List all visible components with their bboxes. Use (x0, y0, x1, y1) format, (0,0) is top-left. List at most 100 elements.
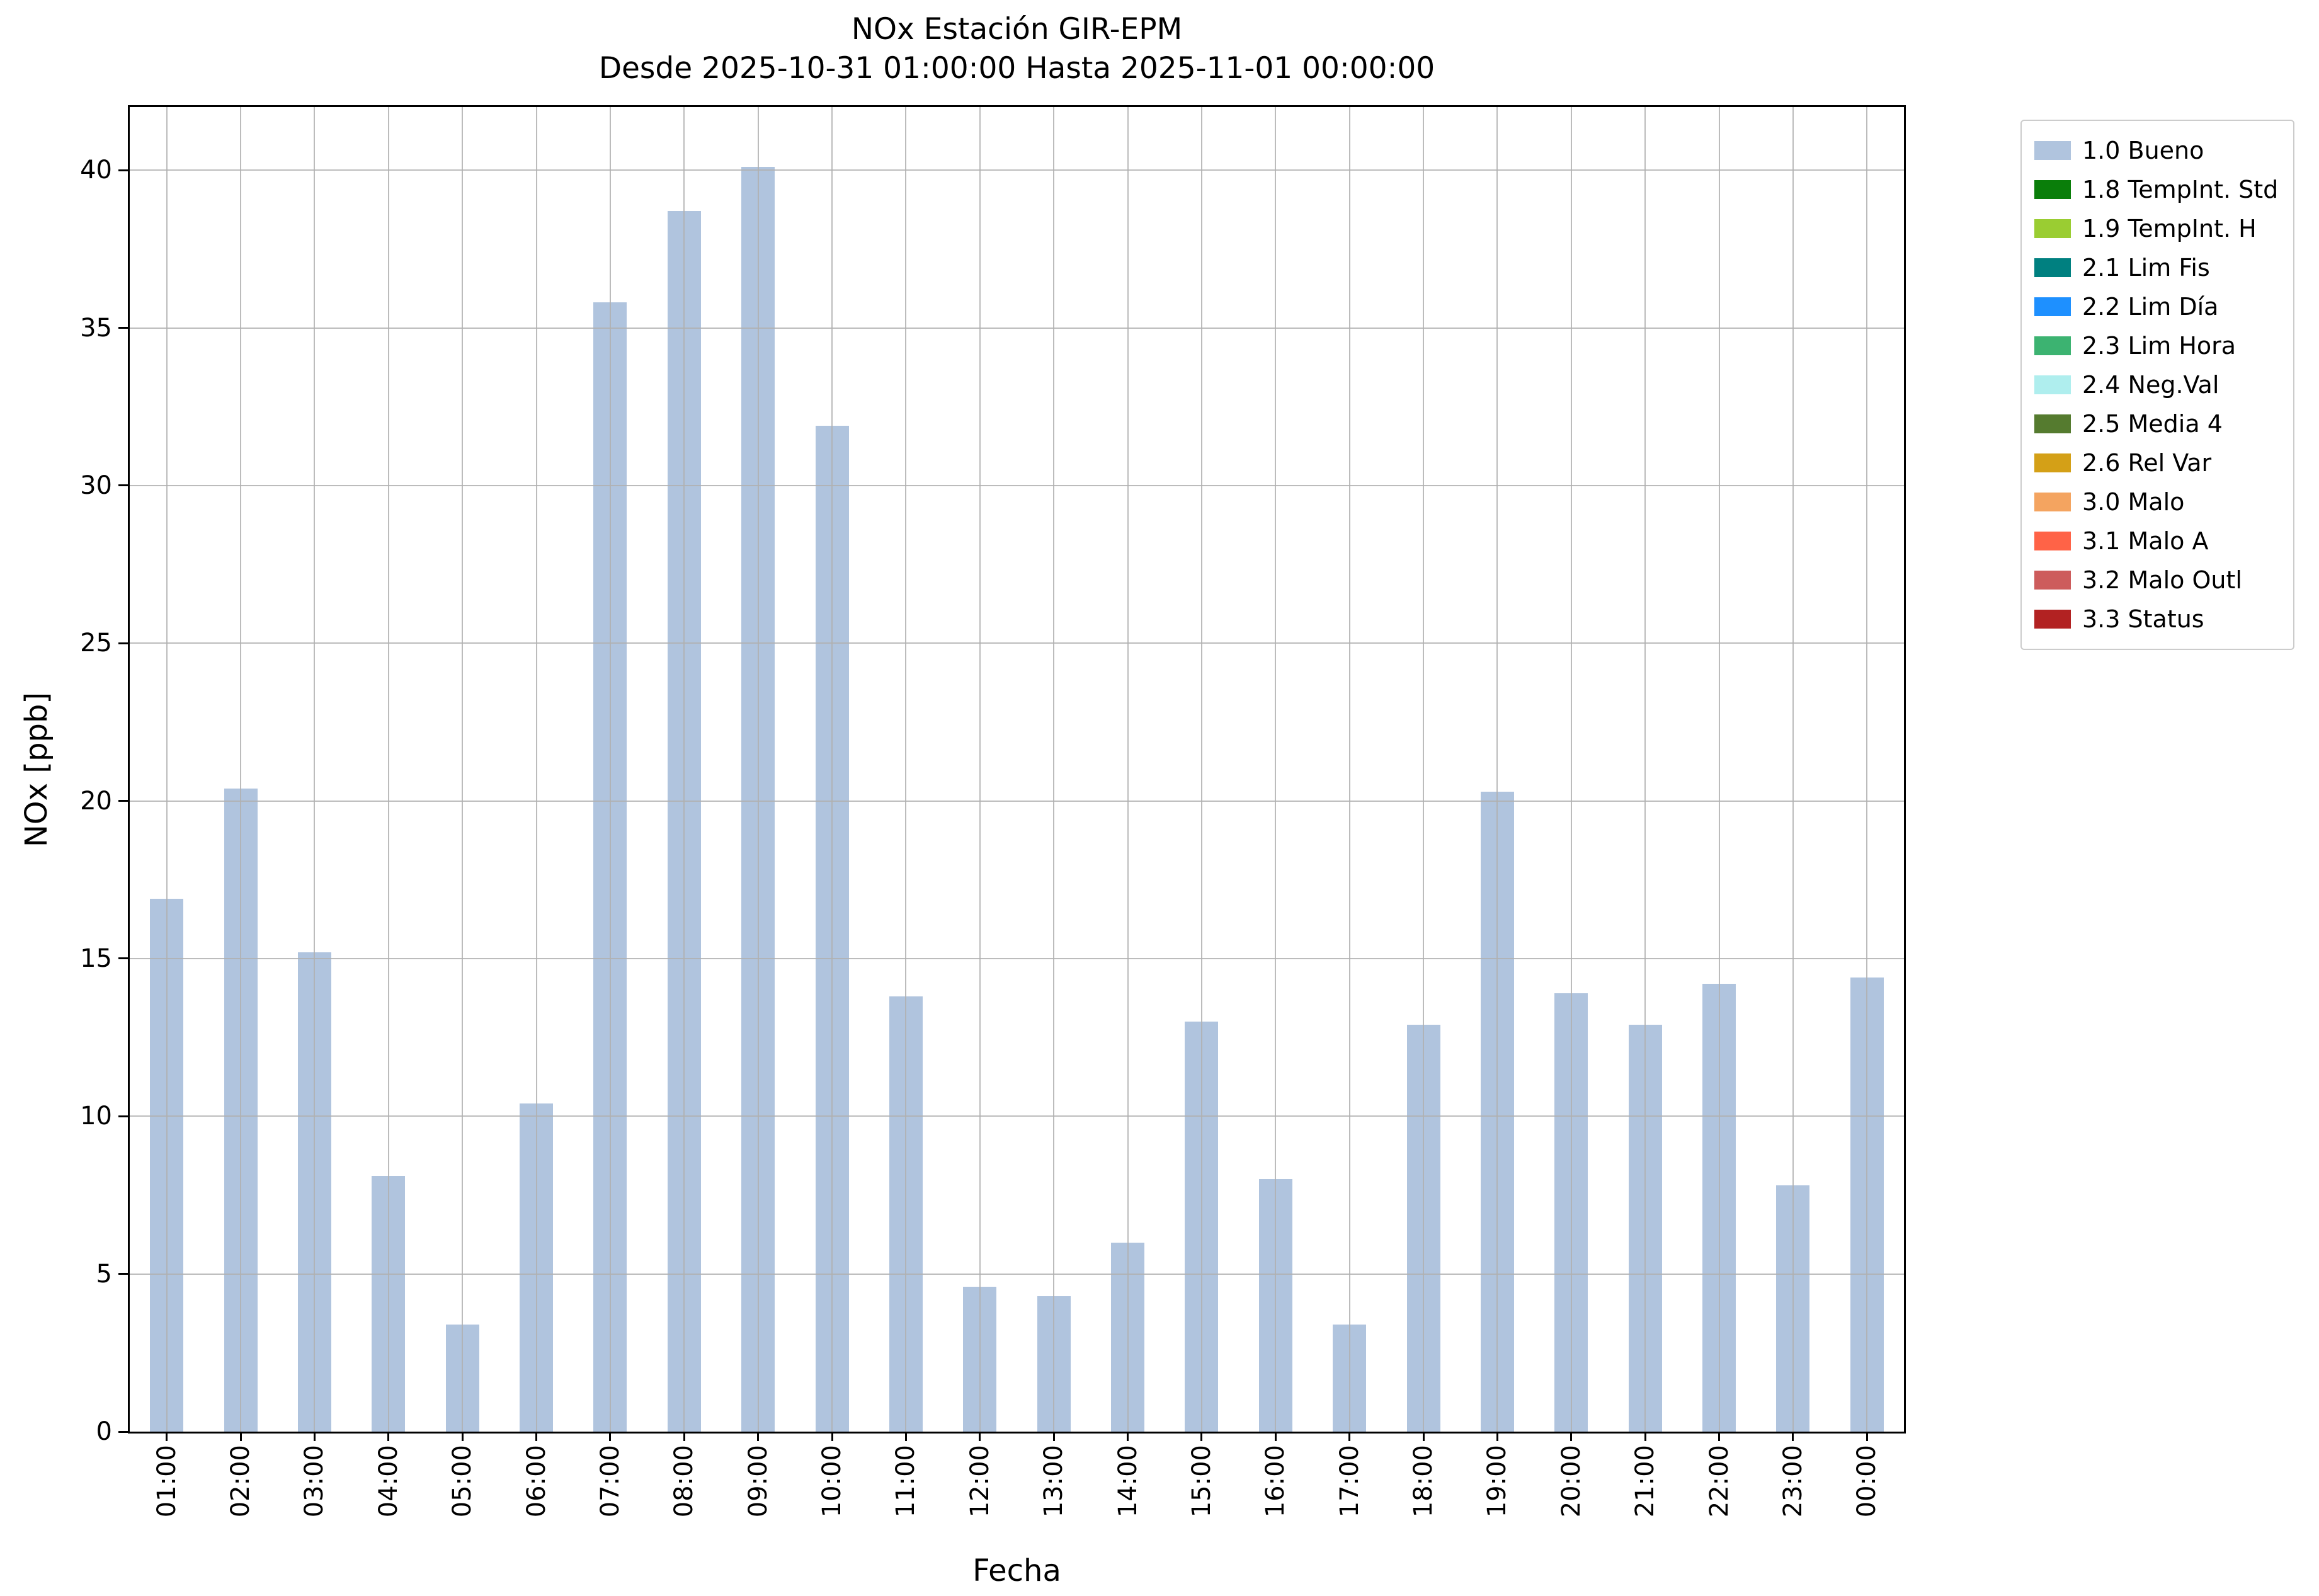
legend-swatch (2034, 493, 2071, 511)
x-tick-label: 19:00 (1483, 1445, 1512, 1518)
legend-label: 1.0 Bueno (2082, 137, 2204, 164)
x-tick-label-wrap: 20:00 (1543, 1445, 1600, 1517)
legend-item: 1.0 Bueno (2034, 131, 2278, 170)
legend-label: 2.2 Lim Día (2082, 293, 2219, 321)
x-tick-label-wrap: 23:00 (1765, 1445, 1821, 1517)
x-tick-label-wrap: 11:00 (877, 1445, 934, 1517)
chart-subtitle: Desde 2025-10-31 01:00:00 Hasta 2025-11-… (598, 51, 1435, 86)
y-tick-label: 25 (80, 629, 112, 658)
x-tick-label-wrap: 09:00 (730, 1445, 787, 1517)
legend-label: 1.8 TempInt. Std (2082, 176, 2279, 203)
chart-title: NOx Estación GIR-EPM (851, 12, 1183, 47)
gridline-vertical (831, 107, 833, 1432)
y-tick-label: 30 (80, 470, 112, 500)
x-tick-label: 09:00 (743, 1445, 773, 1518)
x-tick-mark (1866, 1432, 1868, 1441)
gridline-vertical (757, 107, 759, 1432)
x-tick-mark (239, 1432, 242, 1441)
x-tick-mark (683, 1432, 685, 1441)
gridline-vertical (1496, 107, 1498, 1432)
y-tick-mark (118, 800, 128, 802)
x-tick-label: 23:00 (1778, 1445, 1808, 1518)
gridline-vertical (683, 107, 685, 1432)
y-tick-label: 40 (80, 156, 112, 185)
gridline-vertical (1570, 107, 1572, 1432)
plot-area (128, 105, 1906, 1434)
x-tick-label: 21:00 (1631, 1445, 1660, 1518)
legend-label: 2.4 Neg.Val (2082, 371, 2219, 399)
x-tick-label: 02:00 (226, 1445, 256, 1518)
gridline-horizontal (130, 957, 1904, 959)
gridline-vertical (166, 107, 168, 1432)
gridline-vertical (1792, 107, 1794, 1432)
x-tick-mark (1127, 1432, 1129, 1441)
x-tick-mark (609, 1432, 612, 1441)
x-tick-mark (461, 1432, 464, 1441)
x-tick-label-wrap: 13:00 (1025, 1445, 1082, 1517)
x-tick-label: 03:00 (300, 1445, 329, 1518)
chart-title-block: NOx Estación GIR-EPM Desde 2025-10-31 01… (128, 10, 1906, 88)
x-tick-mark (904, 1432, 907, 1441)
x-tick-label-wrap: 22:00 (1691, 1445, 1748, 1517)
y-tick-label: 20 (80, 786, 112, 816)
x-tick-mark (166, 1432, 168, 1441)
x-axis-label: Fecha (972, 1553, 1061, 1588)
x-tick-label-wrap: 03:00 (286, 1445, 343, 1517)
y-tick-mark (118, 1430, 128, 1433)
gridline-vertical (314, 107, 316, 1432)
y-tick-label: 35 (80, 313, 112, 343)
x-tick-mark (1274, 1432, 1277, 1441)
gridline-vertical (905, 107, 907, 1432)
gridline-vertical (1423, 107, 1425, 1432)
x-tick-mark (1644, 1432, 1646, 1441)
gridline-vertical (609, 107, 611, 1432)
x-tick-label-wrap: 07:00 (582, 1445, 639, 1517)
gridline-vertical (1053, 107, 1055, 1432)
legend-label: 3.2 Malo Outl (2082, 566, 2242, 594)
gridline-vertical (1348, 107, 1350, 1432)
legend-swatch (2034, 258, 2071, 277)
y-tick-label: 0 (96, 1417, 112, 1446)
x-tick-mark (1200, 1432, 1203, 1441)
gridline-vertical (1718, 107, 1720, 1432)
x-tick-mark (1718, 1432, 1721, 1441)
legend-swatch (2034, 532, 2071, 550)
x-tick-label: 07:00 (595, 1445, 625, 1518)
legend: 1.0 Bueno 1.8 TempInt. Std 1.9 TempInt. H 2… (2020, 120, 2295, 650)
gridline-vertical (1866, 107, 1868, 1432)
x-tick-mark (1348, 1432, 1351, 1441)
gridline-horizontal (130, 1115, 1904, 1117)
x-tick-mark (831, 1432, 833, 1441)
y-tick-mark (118, 169, 128, 171)
x-tick-label: 17:00 (1335, 1445, 1364, 1518)
gridline-horizontal (130, 642, 1904, 644)
y-tick-mark (118, 484, 128, 487)
x-tick-mark (757, 1432, 760, 1441)
legend-swatch (2034, 297, 2071, 316)
x-tick-label-wrap: 08:00 (656, 1445, 712, 1517)
x-tick-label: 18:00 (1409, 1445, 1439, 1518)
x-tick-label-wrap: 01:00 (139, 1445, 195, 1517)
x-tick-label-wrap: 16:00 (1247, 1445, 1304, 1517)
legend-swatch (2034, 141, 2071, 160)
x-tick-label-wrap: 10:00 (804, 1445, 860, 1517)
legend-item: 2.4 Neg.Val (2034, 365, 2278, 404)
x-tick-label: 01:00 (152, 1445, 181, 1518)
y-tick-label: 5 (96, 1259, 112, 1289)
y-tick-label: 10 (80, 1102, 112, 1131)
y-tick-mark (118, 1273, 128, 1275)
legend-swatch (2034, 453, 2071, 472)
y-tick-mark (118, 957, 128, 960)
legend-item: 3.2 Malo Outl (2034, 561, 2278, 600)
legend-label: 2.5 Media 4 (2082, 410, 2223, 438)
x-tick-mark (1052, 1432, 1055, 1441)
x-tick-label-wrap: 18:00 (1395, 1445, 1452, 1517)
x-tick-mark (1792, 1432, 1794, 1441)
x-tick-label-wrap: 17:00 (1321, 1445, 1378, 1517)
legend-swatch (2034, 219, 2071, 238)
legend-label: 1.9 TempInt. H (2082, 215, 2257, 242)
legend-item: 3.0 Malo (2034, 482, 2278, 522)
y-axis-label: NOx [ppb] (19, 692, 54, 848)
x-tick-mark (313, 1432, 316, 1441)
